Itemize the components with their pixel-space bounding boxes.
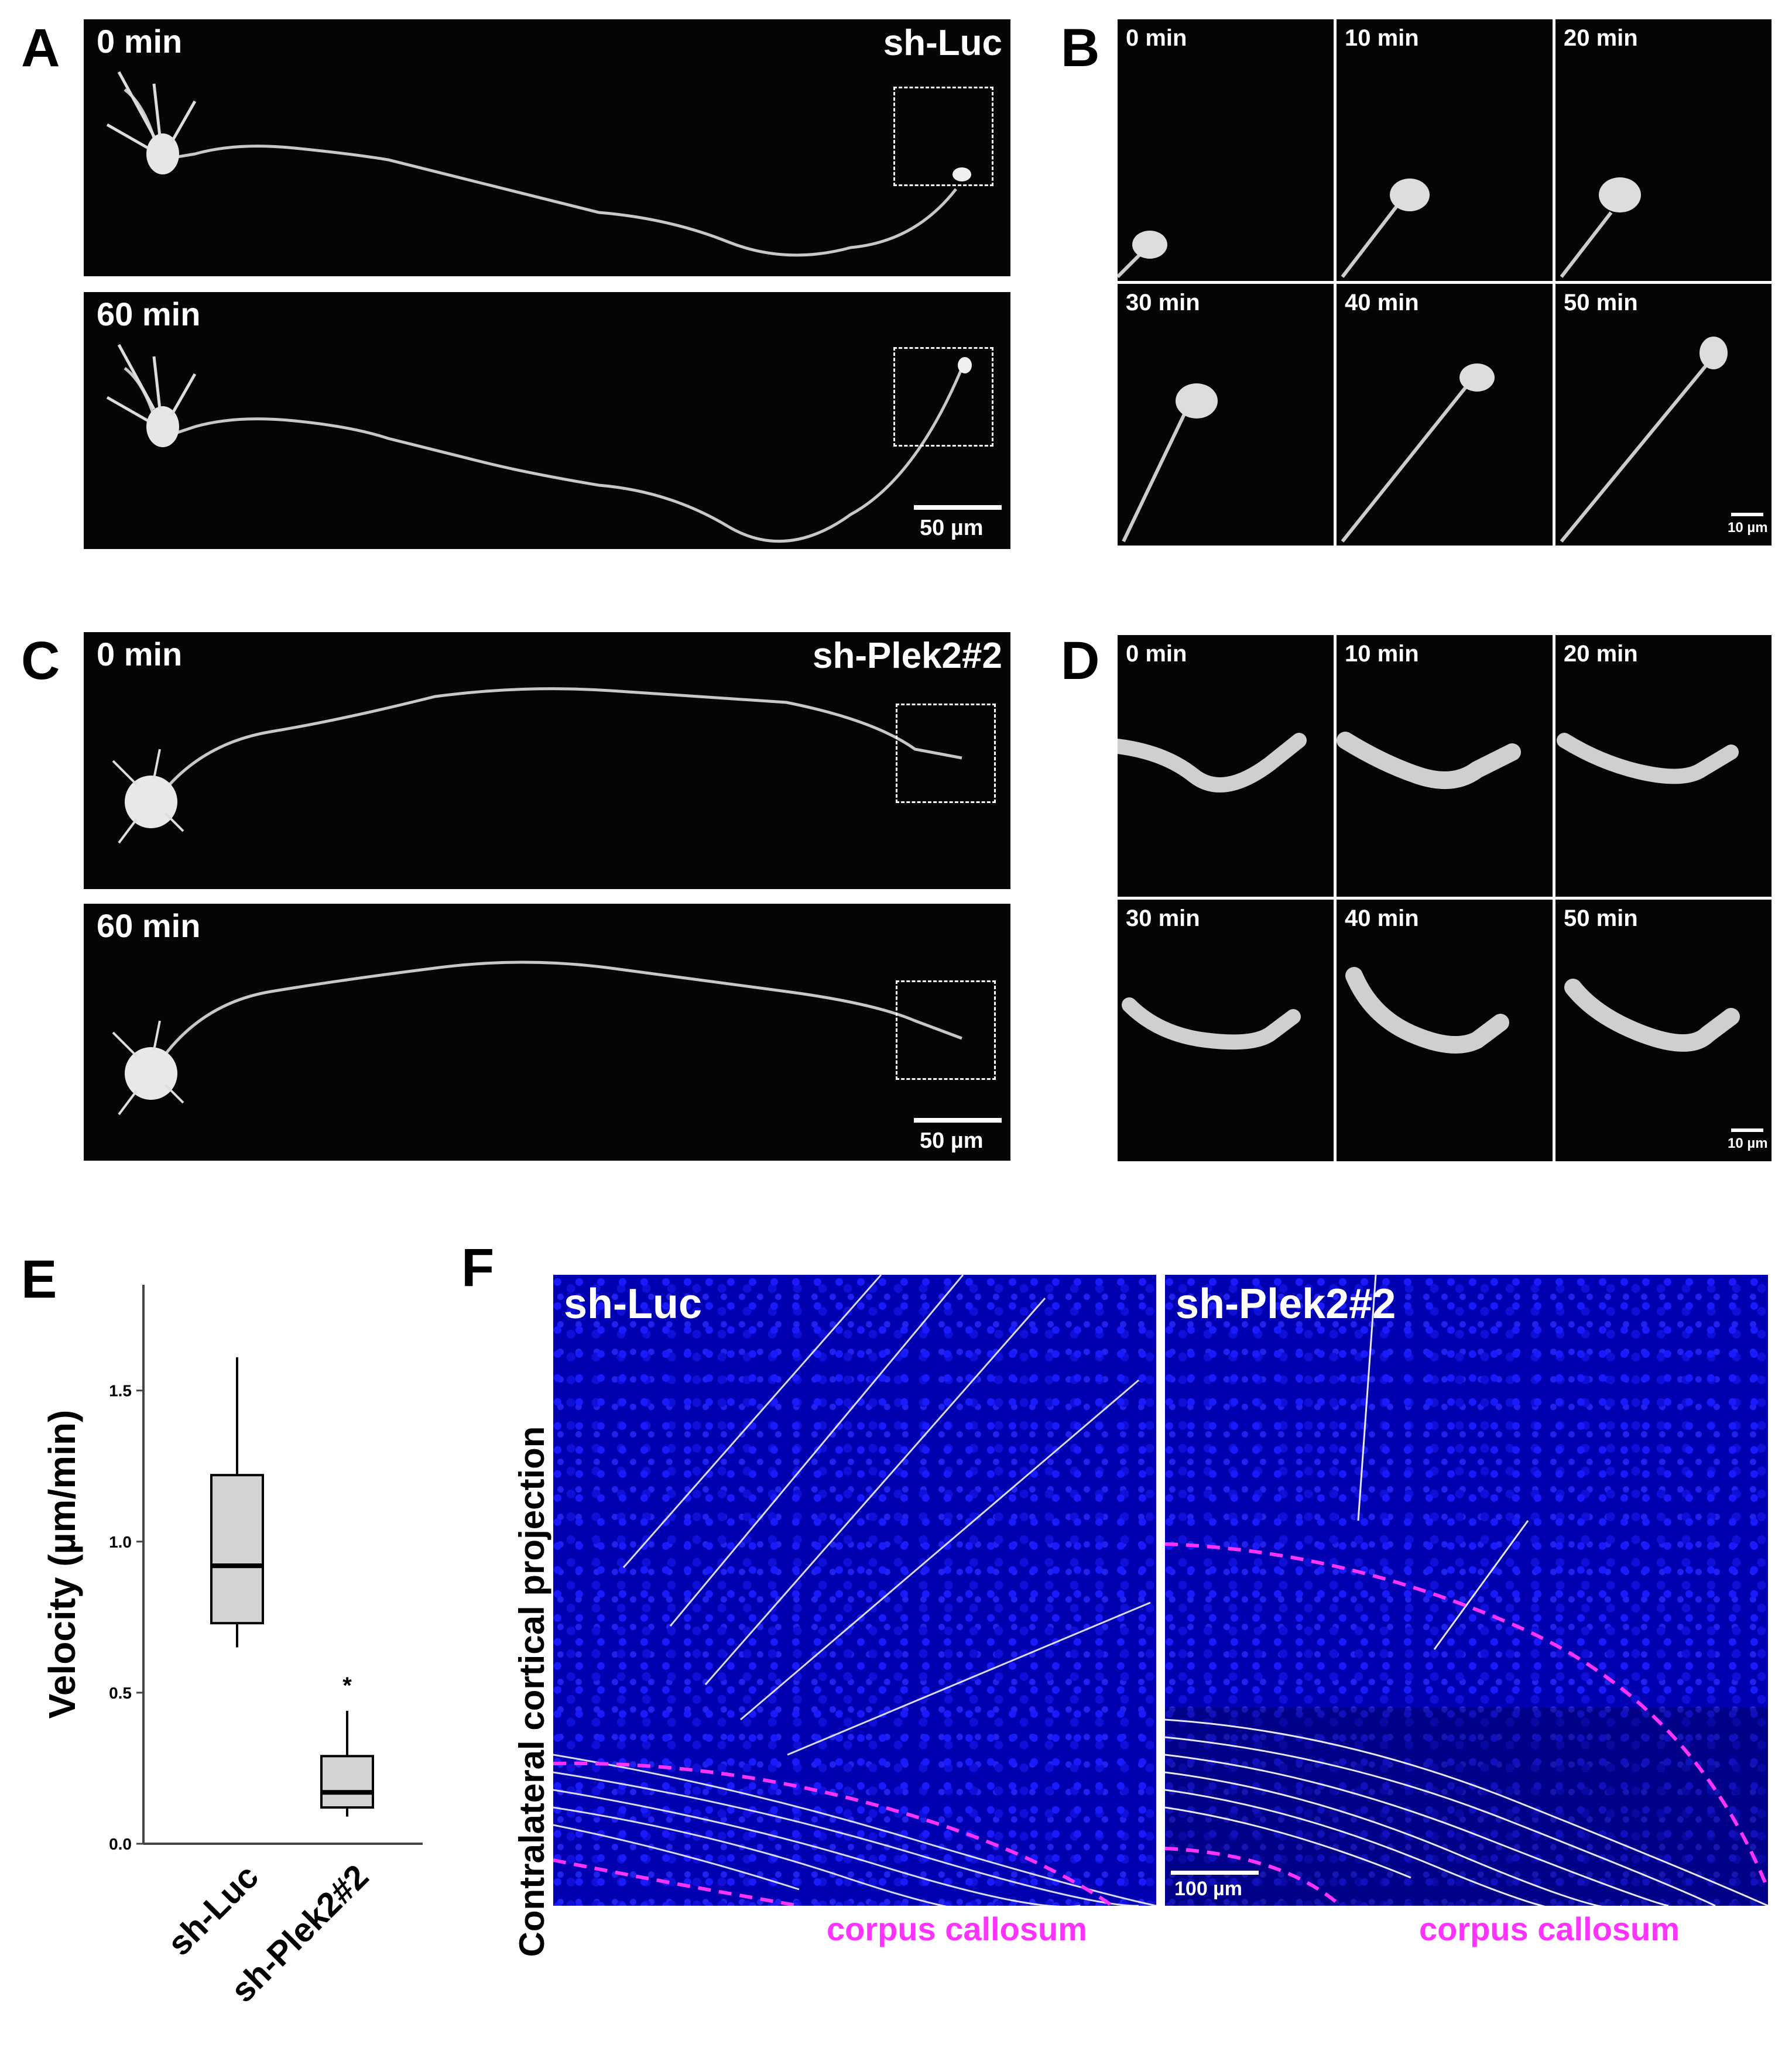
significance-marker: * [342, 1673, 352, 1699]
scale-bar-label: 50 µm [920, 516, 984, 540]
panel-f-ylabel: Contralateral cortical projection [512, 1426, 551, 1957]
condition-label: sh-Luc [564, 1281, 703, 1327]
time-label: 50 min [1564, 905, 1638, 931]
panel-label-e: E [21, 1250, 57, 1309]
time-label: 0 min [97, 636, 183, 673]
y-tick-label: 1.5 [109, 1382, 132, 1400]
panel-d-tile-2: 20 min [1555, 635, 1772, 897]
time-label: 10 min [1345, 641, 1419, 667]
panel-a-image-60min: 60 min 50 µm [84, 292, 1010, 549]
panel-label-b: B [1061, 18, 1100, 78]
y-axis-label: Velocity (µm/min) [41, 1410, 83, 1719]
time-label: 30 min [1126, 290, 1200, 315]
region-label: corpus callosum [1419, 1910, 1680, 1947]
plot-axes: 0.0 0.5 1.0 1.5 Velocity (µm/min) [41, 1285, 423, 1853]
y-tick-label: 0.5 [109, 1684, 132, 1702]
panel-d-tile-3: 30 min [1118, 900, 1334, 1161]
time-label: 20 min [1564, 641, 1638, 667]
time-label: 60 min [97, 296, 201, 332]
neuron-trace [106, 71, 971, 257]
scale-bar [1731, 1128, 1763, 1132]
time-label: 40 min [1345, 905, 1419, 931]
scale-bar-label: 10 µm [1728, 1136, 1768, 1151]
panel-f-image-sh-luc: sh-Luc [553, 1275, 1156, 1906]
box-iqr [320, 1755, 374, 1809]
panel-label-d: D [1061, 631, 1100, 691]
condition-label: sh-Plek2#2 [1176, 1281, 1396, 1327]
neuron-trace [112, 960, 962, 1116]
scale-bar [914, 1118, 1002, 1123]
roi-box [896, 704, 996, 803]
time-label: 0 min [1126, 25, 1187, 51]
time-label: 20 min [1564, 25, 1638, 51]
y-tick-label: 1.0 [109, 1533, 132, 1551]
roi-box [896, 980, 996, 1080]
time-label: 0 min [97, 23, 183, 60]
scale-bar-label: 50 µm [920, 1128, 984, 1153]
x-tick-label: sh-Luc [160, 1857, 266, 1963]
time-label: 0 min [1126, 641, 1187, 667]
condition-label: sh-Plek2#2 [813, 636, 1002, 676]
panel-d-tile-0: 0 min [1118, 635, 1334, 897]
neuron-trace [106, 344, 972, 543]
axon-overlay [553, 1275, 1156, 1906]
panel-label-c: C [21, 631, 60, 691]
box-iqr [210, 1474, 264, 1625]
panel-b-tile-4: 40 min [1337, 284, 1553, 546]
time-label: 60 min [97, 907, 201, 944]
time-label: 40 min [1345, 290, 1419, 315]
panel-d-tile-4: 40 min [1337, 900, 1553, 1161]
time-label: 30 min [1126, 905, 1200, 931]
panel-d-tile-5: 50 min 10 µm [1555, 900, 1772, 1161]
box-sh-plek2: sh-Plek2#2 [224, 1710, 376, 2010]
roi-box [893, 347, 993, 447]
panel-b-tile-3: 30 min [1118, 284, 1334, 546]
roi-box [893, 87, 993, 186]
panel-label-a: A [21, 18, 60, 78]
panel-b-tile-5: 50 min 10 µm [1555, 284, 1772, 546]
panel-c-image-60min: 60 min 50 µm [84, 904, 1010, 1161]
panel-c-image-0min: 0 min sh-Plek2#2 [84, 632, 1010, 889]
box-sh-luc: sh-Luc [160, 1357, 266, 1963]
panel-b-tile-2: 20 min [1555, 19, 1772, 281]
y-tick-label: 0.0 [109, 1835, 132, 1853]
panel-a-image-0min: 0 min sh-Luc [84, 19, 1010, 276]
time-label: 50 min [1564, 290, 1638, 315]
panel-label-f: F [461, 1238, 495, 1298]
scale-bar [914, 505, 1002, 510]
box-plot: 0.0 0.5 1.0 1.5 Velocity (µm/min) sh-Lucsh-P… [41, 1285, 423, 2010]
neuron-trace [112, 687, 962, 844]
panel-f-image-sh-plek2: sh-Plek2#2 100 µm [1165, 1275, 1768, 1906]
condition-label: sh-Luc [883, 23, 1002, 63]
time-label: 10 min [1345, 25, 1419, 51]
axon-overlay [1165, 1275, 1768, 1906]
panel-b-tile-0: 0 min [1118, 19, 1334, 281]
scale-bar-label: 100 µm [1174, 1878, 1242, 1900]
scale-bar [1171, 1871, 1259, 1875]
scale-bar [1731, 513, 1763, 516]
panel-b-tile-1: 10 min [1337, 19, 1553, 281]
panel-d-tile-1: 10 min [1337, 635, 1553, 897]
region-label: corpus callosum [827, 1910, 1088, 1947]
scale-bar-label: 10 µm [1728, 520, 1768, 536]
